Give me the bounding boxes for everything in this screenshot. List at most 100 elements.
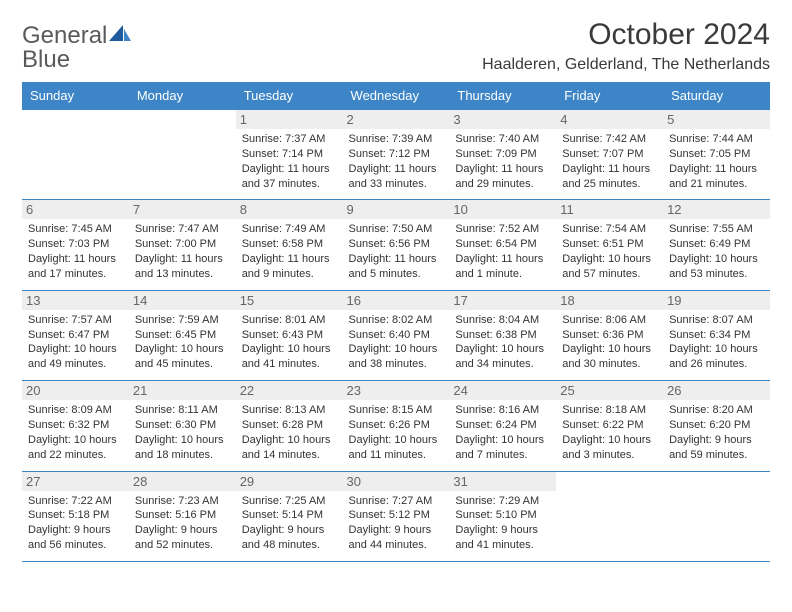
daylight-line: Daylight: 10 hours and 41 minutes. xyxy=(242,342,337,372)
sunrise-line: Sunrise: 8:01 AM xyxy=(242,313,337,328)
calendar-cell: 12Sunrise: 7:55 AMSunset: 6:49 PMDayligh… xyxy=(663,200,770,290)
day-number: 9 xyxy=(343,200,450,219)
sunset-line: Sunset: 6:36 PM xyxy=(562,328,657,343)
calendar-cell: 18 Sunrise: 8:06 AMSunset: 6:36 PMDayligh… xyxy=(556,290,663,380)
weekday-header: Monday xyxy=(129,82,236,110)
day-number: 30 xyxy=(343,472,450,491)
daylight-line: Daylight: 11 hours and 17 minutes. xyxy=(28,252,123,282)
day-number: 20 xyxy=(22,381,129,400)
calendar-cell xyxy=(22,110,129,200)
daylight-line: Daylight: 11 hours and 33 minutes. xyxy=(349,162,444,192)
calendar-cell: 14Sunrise: 7:59 AMSunset: 6:45 PMDayligh… xyxy=(129,290,236,380)
day-number: 8 xyxy=(236,200,343,219)
sunrise-line: Sunrise: 7:44 AM xyxy=(669,132,764,147)
sunrise-line: Sunrise: 7:40 AM xyxy=(455,132,550,147)
sunrise-line: Sunrise: 7:42 AM xyxy=(562,132,657,147)
day-number: 16 xyxy=(343,291,450,310)
calendar-cell: 20Sunrise: 8:09 AMSunset: 6:32 PMDayligh… xyxy=(22,381,129,471)
calendar-cell: 27Sunrise: 7:22 AMSunset: 5:18 PMDayligh… xyxy=(22,471,129,561)
calendar-cell: 21Sunrise: 8:11 AMSunset: 6:30 PMDayligh… xyxy=(129,381,236,471)
day-number: 25 xyxy=(556,381,663,400)
daylight-line: Daylight: 10 hours and 57 minutes. xyxy=(562,252,657,282)
sunrise-line: Sunrise: 7:27 AM xyxy=(349,494,444,509)
sunset-line: Sunset: 6:20 PM xyxy=(669,418,764,433)
calendar-cell: 19Sunrise: 8:07 AMSunset: 6:34 PMDayligh… xyxy=(663,290,770,380)
calendar-cell: 9Sunrise: 7:50 AMSunset: 6:56 PMDaylight… xyxy=(343,200,450,290)
sunrise-line: Sunrise: 7:23 AM xyxy=(135,494,230,509)
daylight-line: Daylight: 11 hours and 9 minutes. xyxy=(242,252,337,282)
calendar-cell: 2Sunrise: 7:39 AMSunset: 7:12 PMDaylight… xyxy=(343,110,450,200)
calendar-head: SundayMondayTuesdayWednesdayThursdayFrid… xyxy=(22,82,770,110)
daylight-line: Daylight: 10 hours and 49 minutes. xyxy=(28,342,123,372)
calendar-cell: 24Sunrise: 8:16 AMSunset: 6:24 PMDayligh… xyxy=(449,381,556,471)
sunset-line: Sunset: 6:38 PM xyxy=(455,328,550,343)
day-number: 24 xyxy=(449,381,556,400)
calendar-cell: 1 Sunrise: 7:37 AMSunset: 7:14 PMDaylight… xyxy=(236,110,343,200)
sunset-line: Sunset: 6:56 PM xyxy=(349,237,444,252)
daylight-line: Daylight: 9 hours and 41 minutes. xyxy=(455,523,550,553)
sunset-line: Sunset: 7:14 PM xyxy=(242,147,337,162)
day-number: 14 xyxy=(129,291,236,310)
day-number: 13 xyxy=(22,291,129,310)
daylight-line: Daylight: 10 hours and 30 minutes. xyxy=(562,342,657,372)
day-number: 23 xyxy=(343,381,450,400)
weekday-header: Sunday xyxy=(22,82,129,110)
day-number: 1 xyxy=(236,110,343,129)
sunrise-line: Sunrise: 8:15 AM xyxy=(349,403,444,418)
sunset-line: Sunset: 6:49 PM xyxy=(669,237,764,252)
sunset-line: Sunset: 6:54 PM xyxy=(455,237,550,252)
sunrise-line: Sunrise: 8:04 AM xyxy=(455,313,550,328)
day-number: 6 xyxy=(22,200,129,219)
weekday-header: Thursday xyxy=(449,82,556,110)
sunset-line: Sunset: 5:14 PM xyxy=(242,508,337,523)
sunset-line: Sunset: 6:58 PM xyxy=(242,237,337,252)
sunset-line: Sunset: 6:26 PM xyxy=(349,418,444,433)
daylight-line: Daylight: 10 hours and 34 minutes. xyxy=(455,342,550,372)
daylight-line: Daylight: 11 hours and 1 minute. xyxy=(455,252,550,282)
daylight-line: Daylight: 11 hours and 37 minutes. xyxy=(242,162,337,192)
sunrise-line: Sunrise: 7:37 AM xyxy=(242,132,337,147)
calendar-cell: 31Sunrise: 7:29 AMSunset: 5:10 PMDayligh… xyxy=(449,471,556,561)
calendar-cell xyxy=(129,110,236,200)
daylight-line: Daylight: 10 hours and 7 minutes. xyxy=(455,433,550,463)
calendar-cell: 17 Sunrise: 8:04 AMSunset: 6:38 PMDayligh… xyxy=(449,290,556,380)
logo-word2: Blue xyxy=(22,46,70,73)
daylight-line: Daylight: 9 hours and 48 minutes. xyxy=(242,523,337,553)
sunset-line: Sunset: 6:43 PM xyxy=(242,328,337,343)
sunrise-line: Sunrise: 7:29 AM xyxy=(455,494,550,509)
calendar-cell: 13Sunrise: 7:57 AMSunset: 6:47 PMDayligh… xyxy=(22,290,129,380)
sunrise-line: Sunrise: 7:39 AM xyxy=(349,132,444,147)
day-number: 17 xyxy=(449,291,556,310)
weekday-header: Tuesday xyxy=(236,82,343,110)
calendar-week-row: 27Sunrise: 7:22 AMSunset: 5:18 PMDayligh… xyxy=(22,471,770,561)
day-number: 19 xyxy=(663,291,770,310)
daylight-line: Daylight: 11 hours and 13 minutes. xyxy=(135,252,230,282)
daylight-line: Daylight: 10 hours and 11 minutes. xyxy=(349,433,444,463)
calendar-cell: 25Sunrise: 8:18 AMSunset: 6:22 PMDayligh… xyxy=(556,381,663,471)
daylight-line: Daylight: 10 hours and 38 minutes. xyxy=(349,342,444,372)
daylight-line: Daylight: 9 hours and 56 minutes. xyxy=(28,523,123,553)
daylight-line: Daylight: 10 hours and 26 minutes. xyxy=(669,342,764,372)
sunset-line: Sunset: 6:45 PM xyxy=(135,328,230,343)
calendar-table: SundayMondayTuesdayWednesdayThursdayFrid… xyxy=(22,82,770,562)
calendar-cell: 10Sunrise: 7:52 AMSunset: 6:54 PMDayligh… xyxy=(449,200,556,290)
calendar-cell xyxy=(556,471,663,561)
sunset-line: Sunset: 6:28 PM xyxy=(242,418,337,433)
daylight-line: Daylight: 11 hours and 21 minutes. xyxy=(669,162,764,192)
day-number: 28 xyxy=(129,472,236,491)
day-number: 4 xyxy=(556,110,663,129)
calendar-cell: 8Sunrise: 7:49 AMSunset: 6:58 PMDaylight… xyxy=(236,200,343,290)
day-number: 18 xyxy=(556,291,663,310)
sunrise-line: Sunrise: 8:06 AM xyxy=(562,313,657,328)
sunrise-line: Sunrise: 7:50 AM xyxy=(349,222,444,237)
title-block: October 2024 Haalderen, Gelderland, The … xyxy=(482,18,770,74)
sunrise-line: Sunrise: 7:47 AM xyxy=(135,222,230,237)
day-number: 31 xyxy=(449,472,556,491)
calendar-cell: 11Sunrise: 7:54 AMSunset: 6:51 PMDayligh… xyxy=(556,200,663,290)
calendar-cell: 7Sunrise: 7:47 AMSunset: 7:00 PMDaylight… xyxy=(129,200,236,290)
sunset-line: Sunset: 6:22 PM xyxy=(562,418,657,433)
calendar-week-row: 20Sunrise: 8:09 AMSunset: 6:32 PMDayligh… xyxy=(22,381,770,471)
sunrise-line: Sunrise: 7:59 AM xyxy=(135,313,230,328)
sunset-line: Sunset: 6:34 PM xyxy=(669,328,764,343)
day-number: 15 xyxy=(236,291,343,310)
